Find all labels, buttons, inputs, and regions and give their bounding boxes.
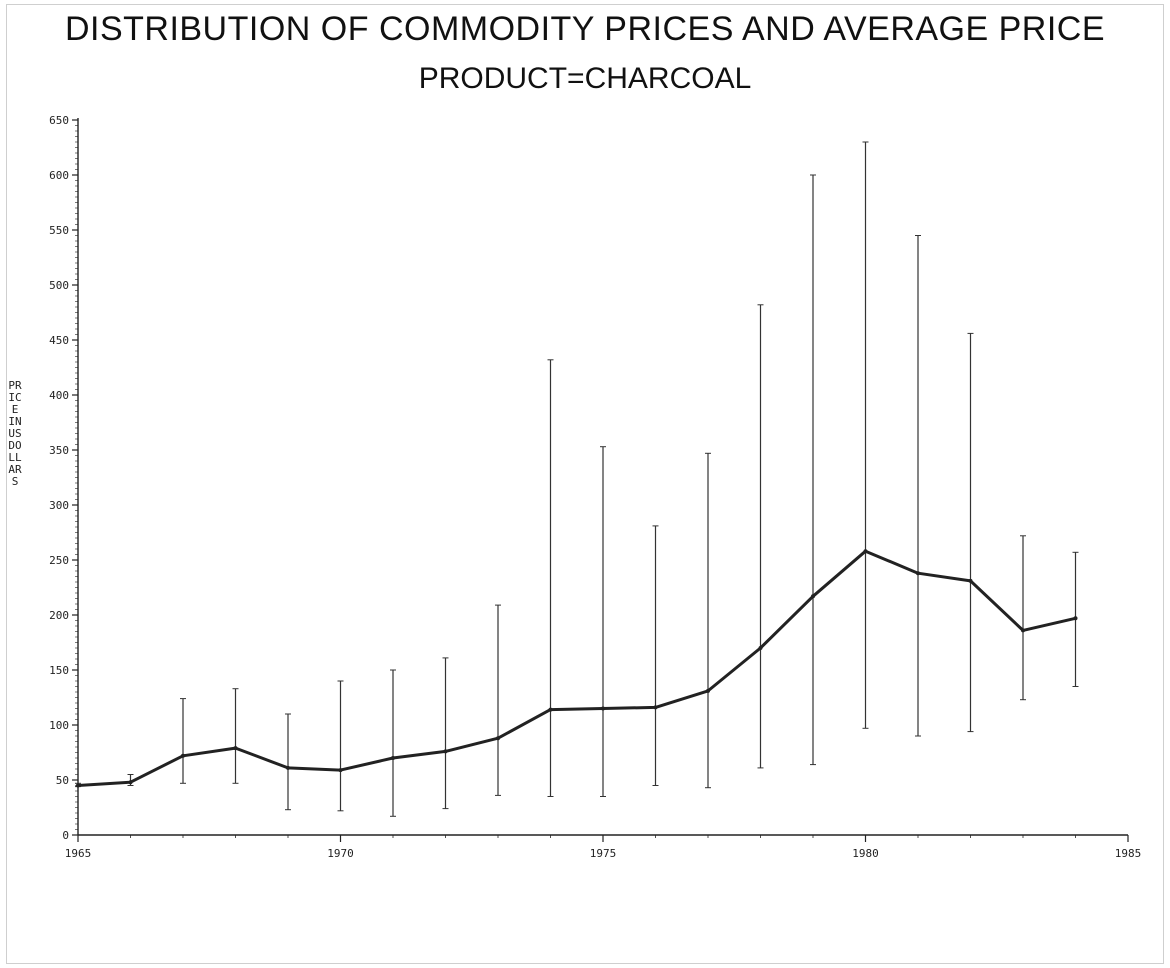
y-tick-label: 150 — [49, 664, 69, 677]
average-price-point — [338, 768, 343, 773]
x-tick-label: 1970 — [327, 847, 354, 860]
average-price-point — [443, 749, 448, 754]
average-price-point — [496, 736, 500, 741]
average-price-point — [916, 571, 920, 576]
x-tick-label: 1980 — [852, 847, 879, 860]
y-tick-label: 600 — [49, 169, 69, 182]
x-tick-label: 1965 — [65, 847, 92, 860]
average-price-point — [758, 646, 763, 650]
average-price-point — [706, 688, 710, 693]
average-price-point — [128, 780, 133, 785]
chart-title: DISTRIBUTION OF COMMODITY PRICES AND AVE… — [64, 10, 1106, 48]
y-tick-label: 300 — [49, 499, 69, 512]
average-price-point — [391, 756, 395, 760]
average-price-point — [968, 578, 973, 583]
chart-frame — [6, 4, 1164, 964]
y-tick-label: 450 — [49, 334, 69, 347]
y-tick-label: 50 — [56, 774, 69, 787]
average-price-point — [653, 705, 658, 710]
y-tick-label: 350 — [49, 444, 69, 457]
tick-labels: 0 50 100 150 200 250 300 350 400 450 500 550 600 650 1… — [49, 114, 1141, 860]
average-price-series — [76, 549, 1078, 788]
y-tick-label: 650 — [49, 114, 69, 127]
average-price-point — [233, 746, 238, 751]
price-ranges — [75, 141, 1079, 817]
y-tick-label: 200 — [49, 609, 69, 622]
y-tick-label: 550 — [49, 224, 69, 237]
average-price-point — [1021, 628, 1025, 633]
average-price-point — [76, 783, 80, 788]
y-tick-label: 400 — [49, 389, 69, 402]
x-tick-label: 1985 — [1115, 847, 1142, 860]
average-price-point — [286, 765, 290, 770]
x-tick-label: 1975 — [590, 847, 617, 860]
average-price-point — [1073, 616, 1078, 621]
y-tick-label: 0 — [62, 829, 69, 842]
chart-axes — [72, 118, 1129, 842]
average-price-line — [77, 549, 1076, 787]
average-price-point — [863, 549, 868, 554]
average-price-point — [548, 707, 553, 712]
y-tick-label: 100 — [49, 719, 69, 732]
average-price-point — [601, 706, 605, 711]
y-tick-label: 500 — [49, 279, 69, 292]
average-price-point — [811, 594, 815, 599]
y-axis-label: PRICE IN US DOLLARS — [8, 379, 22, 488]
average-price-point — [181, 753, 185, 758]
y-tick-label: 250 — [49, 554, 69, 567]
chart-subtitle: PRODUCT=CHARCOAL — [418, 62, 752, 95]
